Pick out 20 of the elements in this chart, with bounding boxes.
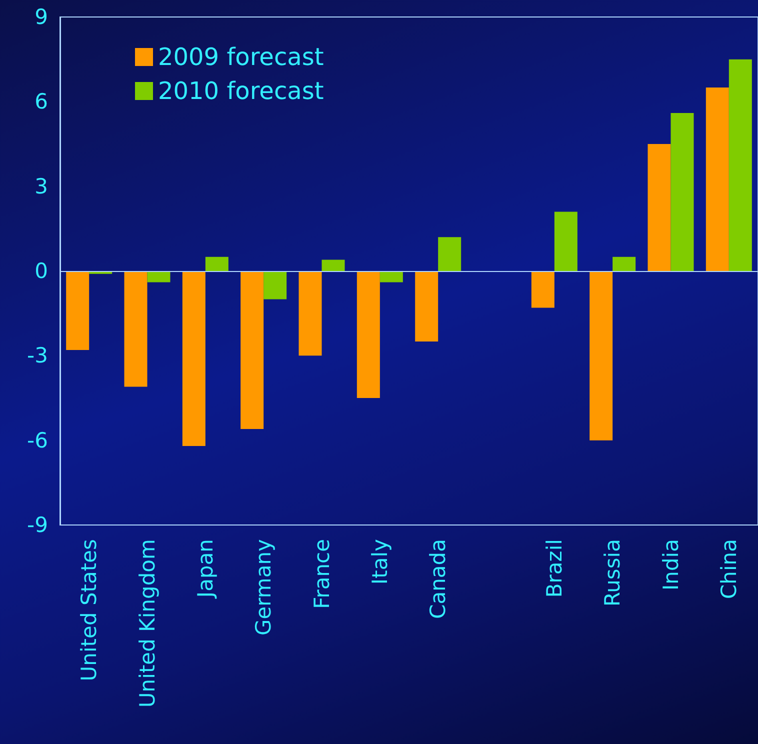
x-tick-label: United States: [77, 539, 102, 682]
y-tick-label: -6: [27, 428, 48, 452]
x-tick-label: China: [716, 539, 741, 599]
x-tick-label: India: [658, 539, 683, 591]
x-tick-label: France: [310, 539, 334, 609]
y-tick-label: -9: [27, 513, 48, 537]
x-tick-label: Germany: [252, 539, 276, 636]
y-tick-label: 9: [34, 5, 48, 29]
x-tick-label: United Kingdom: [135, 539, 160, 708]
x-tick-label: Japan: [193, 539, 218, 600]
y-tick-label: 0: [34, 259, 48, 283]
y-tick-label: 6: [34, 90, 48, 114]
x-tick-label: Brazil: [542, 539, 566, 598]
x-tick-label: Italy: [368, 539, 392, 585]
y-tick-label: 3: [34, 174, 48, 198]
x-tick-label: Russia: [600, 539, 625, 607]
y-tick-label: -3: [27, 344, 48, 368]
x-tick-label: Canada: [426, 539, 450, 619]
legend-label: 2009 forecast: [158, 43, 324, 71]
legend-label: 2010 forecast: [158, 77, 324, 105]
